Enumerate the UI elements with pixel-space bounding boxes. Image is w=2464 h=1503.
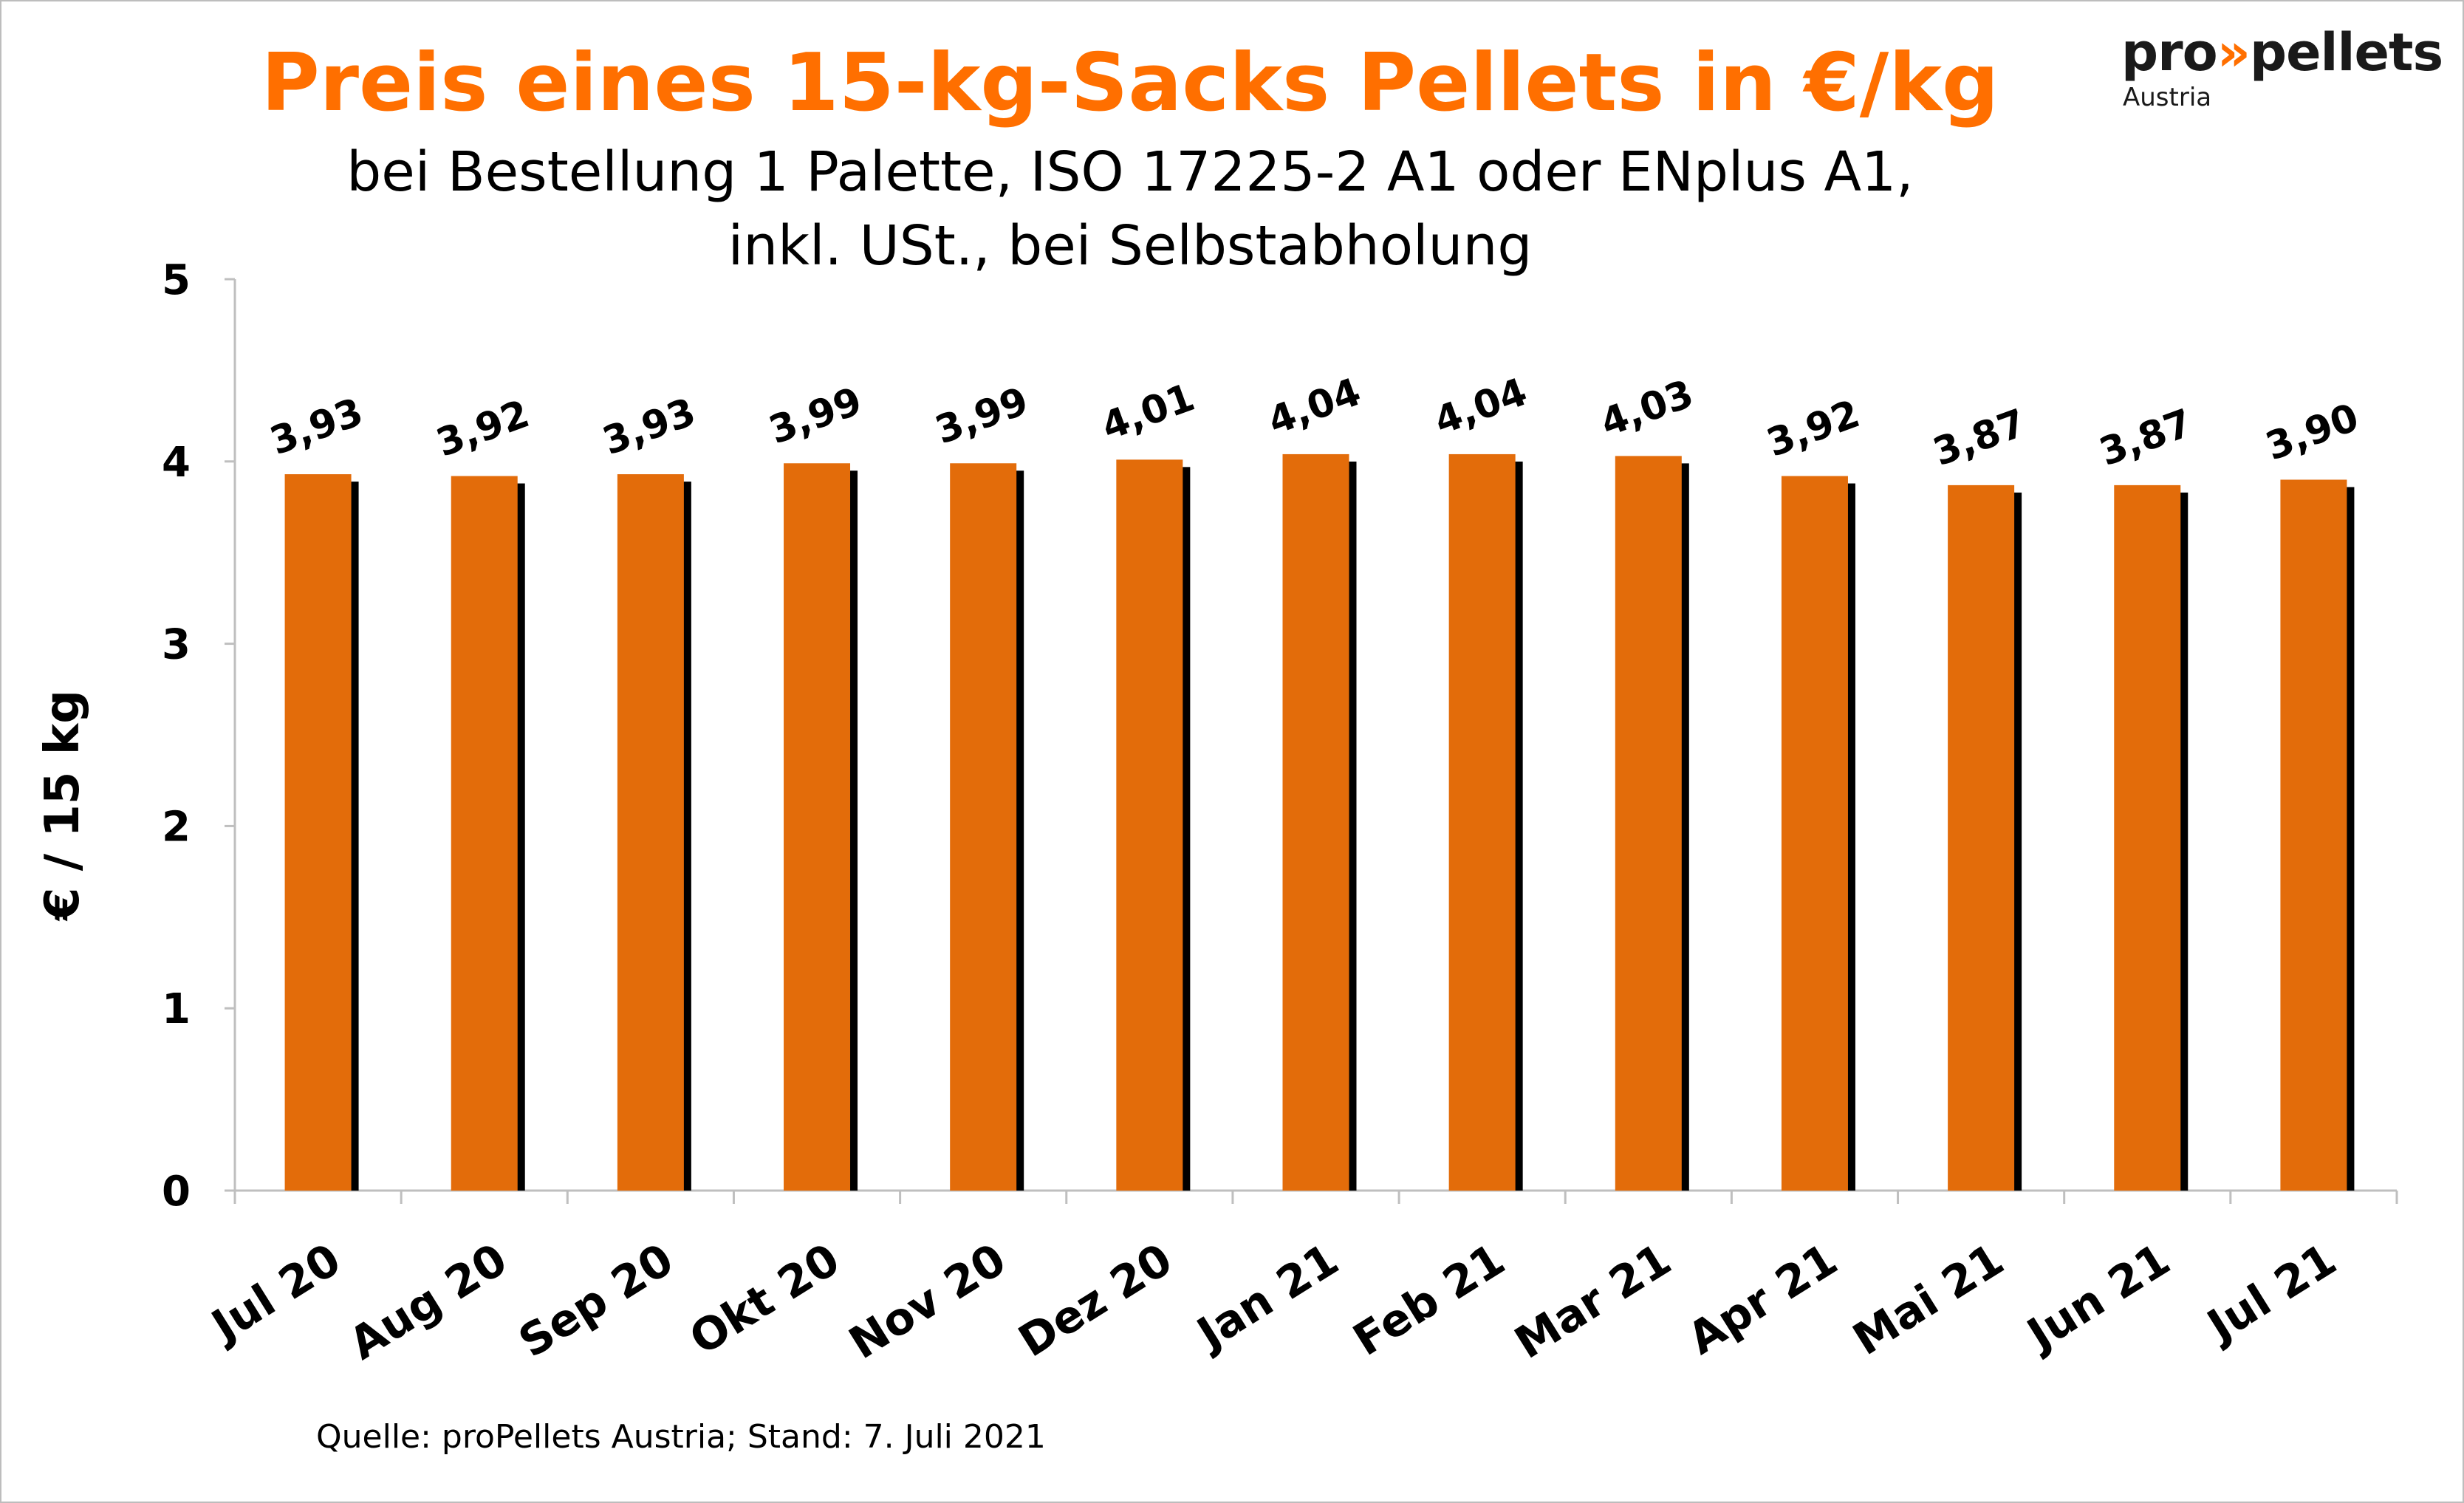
y-tick-label: 1 bbox=[162, 985, 191, 1033]
logo-pellets: pellets bbox=[2249, 22, 2443, 83]
data-label: 4,04 bbox=[1428, 370, 1533, 444]
data-label: 3,92 bbox=[431, 391, 535, 465]
x-tick-label: Jul 21 bbox=[2197, 1233, 2346, 1353]
bar bbox=[2280, 479, 2347, 1191]
bar bbox=[617, 474, 684, 1191]
x-tick-label: Jun 21 bbox=[2016, 1233, 2179, 1362]
data-label: 4,01 bbox=[1096, 375, 1200, 449]
x-tick-label: Jan 21 bbox=[1186, 1233, 1348, 1361]
y-tick-label: 4 bbox=[162, 439, 191, 487]
data-label: 3,93 bbox=[264, 390, 369, 464]
x-tick-label: Nov 20 bbox=[841, 1233, 1015, 1369]
logo-arrow-icon: » bbox=[2217, 22, 2251, 83]
propellets-logo: pro»pellets Austria bbox=[2121, 22, 2443, 112]
x-tick-label: Mar 21 bbox=[1506, 1233, 1680, 1369]
data-label: 3,99 bbox=[930, 379, 1034, 453]
bar bbox=[1282, 453, 1349, 1191]
y-tick-label: 3 bbox=[162, 621, 191, 669]
data-label: 3,87 bbox=[1928, 401, 2032, 475]
bar bbox=[2114, 485, 2181, 1191]
bar bbox=[1948, 485, 2015, 1191]
x-tick-label: Dez 20 bbox=[1010, 1233, 1181, 1367]
data-label: 3,99 bbox=[764, 379, 868, 453]
x-tick-label: Jul 20 bbox=[201, 1233, 350, 1353]
x-tick-label: Apr 21 bbox=[1679, 1233, 1847, 1365]
y-tick-label: 5 bbox=[162, 256, 191, 304]
chart-bars bbox=[284, 453, 2355, 1191]
logo-subtitle: Austria bbox=[2123, 83, 2212, 112]
bar bbox=[1615, 456, 1682, 1191]
source-note: Quelle: proPellets Austria; Stand: 7. Ju… bbox=[316, 1418, 1046, 1456]
x-tick-label: Aug 20 bbox=[340, 1233, 516, 1370]
data-label: 3,92 bbox=[1762, 391, 1866, 465]
bar bbox=[451, 476, 518, 1191]
data-label: 3,87 bbox=[2094, 401, 2198, 475]
data-label: 4,04 bbox=[1262, 370, 1366, 444]
y-tick-label: 0 bbox=[162, 1168, 191, 1216]
logo-wordmark: pro»pellets bbox=[2121, 22, 2443, 83]
bar bbox=[1448, 453, 1516, 1191]
x-tick-label: Sep 20 bbox=[510, 1233, 682, 1368]
data-label: 3,93 bbox=[598, 390, 702, 464]
bar bbox=[1116, 459, 1183, 1191]
bar bbox=[784, 463, 851, 1191]
data-label: 3,90 bbox=[2260, 395, 2364, 469]
y-tick-label: 2 bbox=[162, 803, 191, 851]
bar bbox=[1781, 476, 1848, 1191]
bar bbox=[950, 463, 1017, 1191]
data-label: 4,03 bbox=[1595, 372, 1699, 445]
logo-pro: pro bbox=[2121, 22, 2218, 83]
chart-subtitle-line-2: inkl. USt., bei Selbstabholung bbox=[728, 214, 1533, 278]
x-tick-label: Okt 20 bbox=[681, 1233, 849, 1365]
x-tick-label: Feb 21 bbox=[1344, 1233, 1513, 1366]
x-tick-label: Mai 21 bbox=[1844, 1233, 2013, 1366]
bar bbox=[284, 474, 352, 1191]
chart-title: Preis eines 15-kg-Sacks Pellets in €/kg bbox=[261, 37, 1999, 129]
chart-subtitle-line-1: bei Bestellung 1 Palette, ISO 17225-2 A1… bbox=[346, 140, 1914, 204]
